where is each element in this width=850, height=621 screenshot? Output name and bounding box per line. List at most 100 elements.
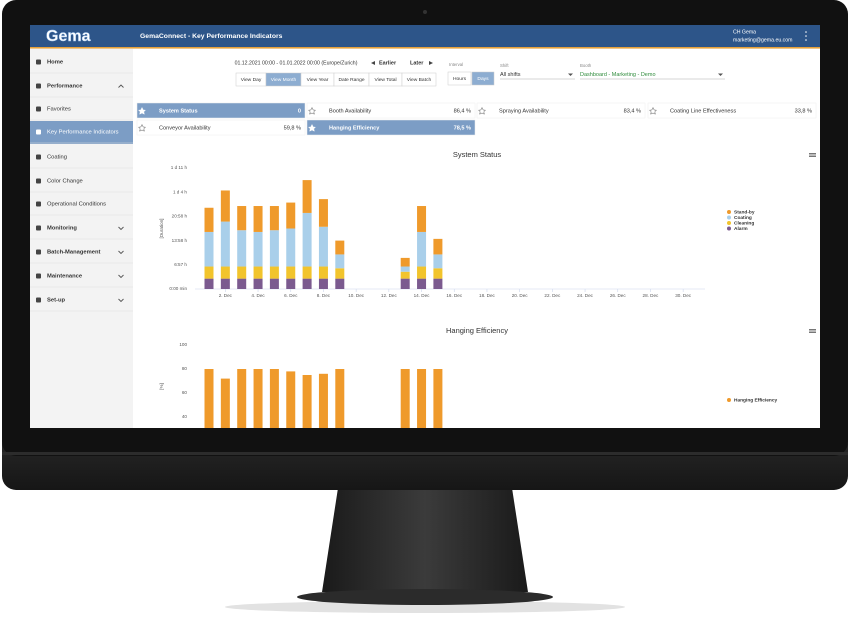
chevron <box>118 84 124 88</box>
interval-button-bg[interactable] <box>471 71 495 86</box>
bar <box>318 226 328 267</box>
bar <box>417 231 427 267</box>
legend-marker[interactable] <box>727 210 731 214</box>
sidebar-item[interactable]: Operational Conditions <box>47 202 106 208</box>
y-tick-label: 6:57 h <box>174 262 187 267</box>
bar <box>237 230 247 267</box>
sidebar-item[interactable]: Performance <box>47 84 83 90</box>
kpi-name: Spraying Availability <box>499 108 549 114</box>
legend-marker[interactable] <box>727 221 731 225</box>
bar <box>433 278 443 289</box>
sidebar-item[interactable]: Set-up <box>47 298 65 304</box>
camera <box>423 10 427 14</box>
bar <box>318 266 328 279</box>
bar <box>400 271 410 279</box>
kpi-tile[interactable] <box>647 102 817 119</box>
sidebar-item[interactable]: Key Performance Indicators <box>47 130 119 136</box>
kpi-tile[interactable] <box>136 102 306 119</box>
bar <box>318 278 328 289</box>
booth-select[interactable]: Dashboard - Marketing - Demo <box>580 72 656 78</box>
sidebar-item[interactable]: Home <box>47 60 64 66</box>
sidebar-icon <box>36 59 41 65</box>
bar <box>269 266 279 279</box>
view-button-bg[interactable] <box>401 72 437 87</box>
kpi-tile[interactable] <box>136 119 306 136</box>
sidebar-item[interactable]: Monitoring <box>47 226 77 232</box>
bar <box>286 202 296 229</box>
bar <box>302 375 312 428</box>
interval-label: Interval <box>449 62 463 67</box>
bar <box>204 369 214 428</box>
x-tick-label: 16. Dec <box>446 293 463 298</box>
sidebar-item[interactable]: Batch-Management <box>47 250 101 256</box>
sidebar-icon <box>36 273 41 279</box>
kpi-star[interactable] <box>137 123 147 132</box>
y-axis-label: [%] <box>159 383 164 390</box>
legend-label[interactable]: Hanging Efficiency <box>734 397 778 403</box>
bar <box>253 266 263 279</box>
bar <box>269 278 279 289</box>
y-tick-label: 60 <box>182 390 188 395</box>
view-button[interactable]: View Month <box>271 77 297 83</box>
x-tick-label: 20. Dec <box>512 293 529 298</box>
kpi-star[interactable] <box>137 106 147 115</box>
view-button[interactable]: View Batch <box>407 77 432 83</box>
legend-label[interactable]: Stand-by <box>734 209 755 215</box>
kpi-value: 33,8 % <box>795 108 812 114</box>
menu-dot[interactable] <box>805 35 807 37</box>
kpi-tile[interactable] <box>306 119 476 136</box>
interval-button[interactable]: Hours <box>453 76 467 82</box>
later-button[interactable]: Later <box>410 60 424 66</box>
kpi-tile[interactable] <box>476 102 646 119</box>
bar <box>220 190 230 222</box>
legend-marker[interactable] <box>727 398 731 402</box>
interval-button-bg[interactable] <box>447 71 472 86</box>
interval-button[interactable]: Days <box>477 76 489 82</box>
shift-select[interactable]: All shifts <box>500 72 521 78</box>
view-button[interactable]: View Total <box>374 77 396 83</box>
app-title: GemaConnect - Key Performance Indicators <box>140 33 283 40</box>
y-tick-label: 13:58 h <box>172 238 188 243</box>
legend-label[interactable]: Cleaning <box>734 220 754 226</box>
earlier-button[interactable]: Earlier <box>379 60 397 66</box>
view-button[interactable]: View Day <box>241 77 262 83</box>
sidebar-item[interactable]: Favorites <box>47 107 71 113</box>
stand-neck <box>322 488 528 592</box>
legend-label[interactable]: Coating <box>734 215 752 221</box>
header-bar <box>30 25 820 47</box>
legend-label[interactable]: Alarm <box>734 226 748 232</box>
view-button[interactable]: View Year <box>307 77 329 83</box>
sidebar-item[interactable]: Coating <box>47 155 67 161</box>
kpi-star[interactable] <box>648 106 658 115</box>
x-tick-label: 10. Dec <box>348 293 365 298</box>
bar <box>335 268 345 279</box>
sidebar-active <box>30 121 133 144</box>
sidebar-item[interactable]: Color Change <box>47 179 83 185</box>
stand-base <box>297 589 553 605</box>
kpi-name: Booth Availability <box>329 108 371 114</box>
bar <box>286 266 296 279</box>
kpi-star[interactable] <box>307 123 317 132</box>
header-accent <box>30 47 820 49</box>
bar <box>237 278 247 289</box>
kpi-name: Coating Line Effectiveness <box>670 108 736 114</box>
legend-marker[interactable] <box>727 215 731 220</box>
menu-dot[interactable] <box>805 39 807 41</box>
sidebar-item[interactable]: Maintenance <box>47 274 83 280</box>
arrow-right[interactable] <box>429 61 433 65</box>
bar <box>335 240 345 255</box>
booth-label: Booth <box>580 63 592 68</box>
legend-marker[interactable] <box>727 226 731 231</box>
kpi-tile[interactable] <box>306 102 476 119</box>
arrow-left[interactable] <box>371 61 375 65</box>
bar <box>269 369 279 428</box>
kpi-star[interactable] <box>477 106 487 115</box>
bar <box>433 254 443 269</box>
bezel-edge <box>2 452 848 455</box>
kpi-star[interactable] <box>307 106 317 115</box>
menu-dot[interactable] <box>805 31 807 33</box>
user-email: marketing@gema.eu.com <box>733 37 792 43</box>
view-button[interactable]: Date Range <box>338 77 364 83</box>
x-tick-label: 2. Dec <box>219 293 233 298</box>
